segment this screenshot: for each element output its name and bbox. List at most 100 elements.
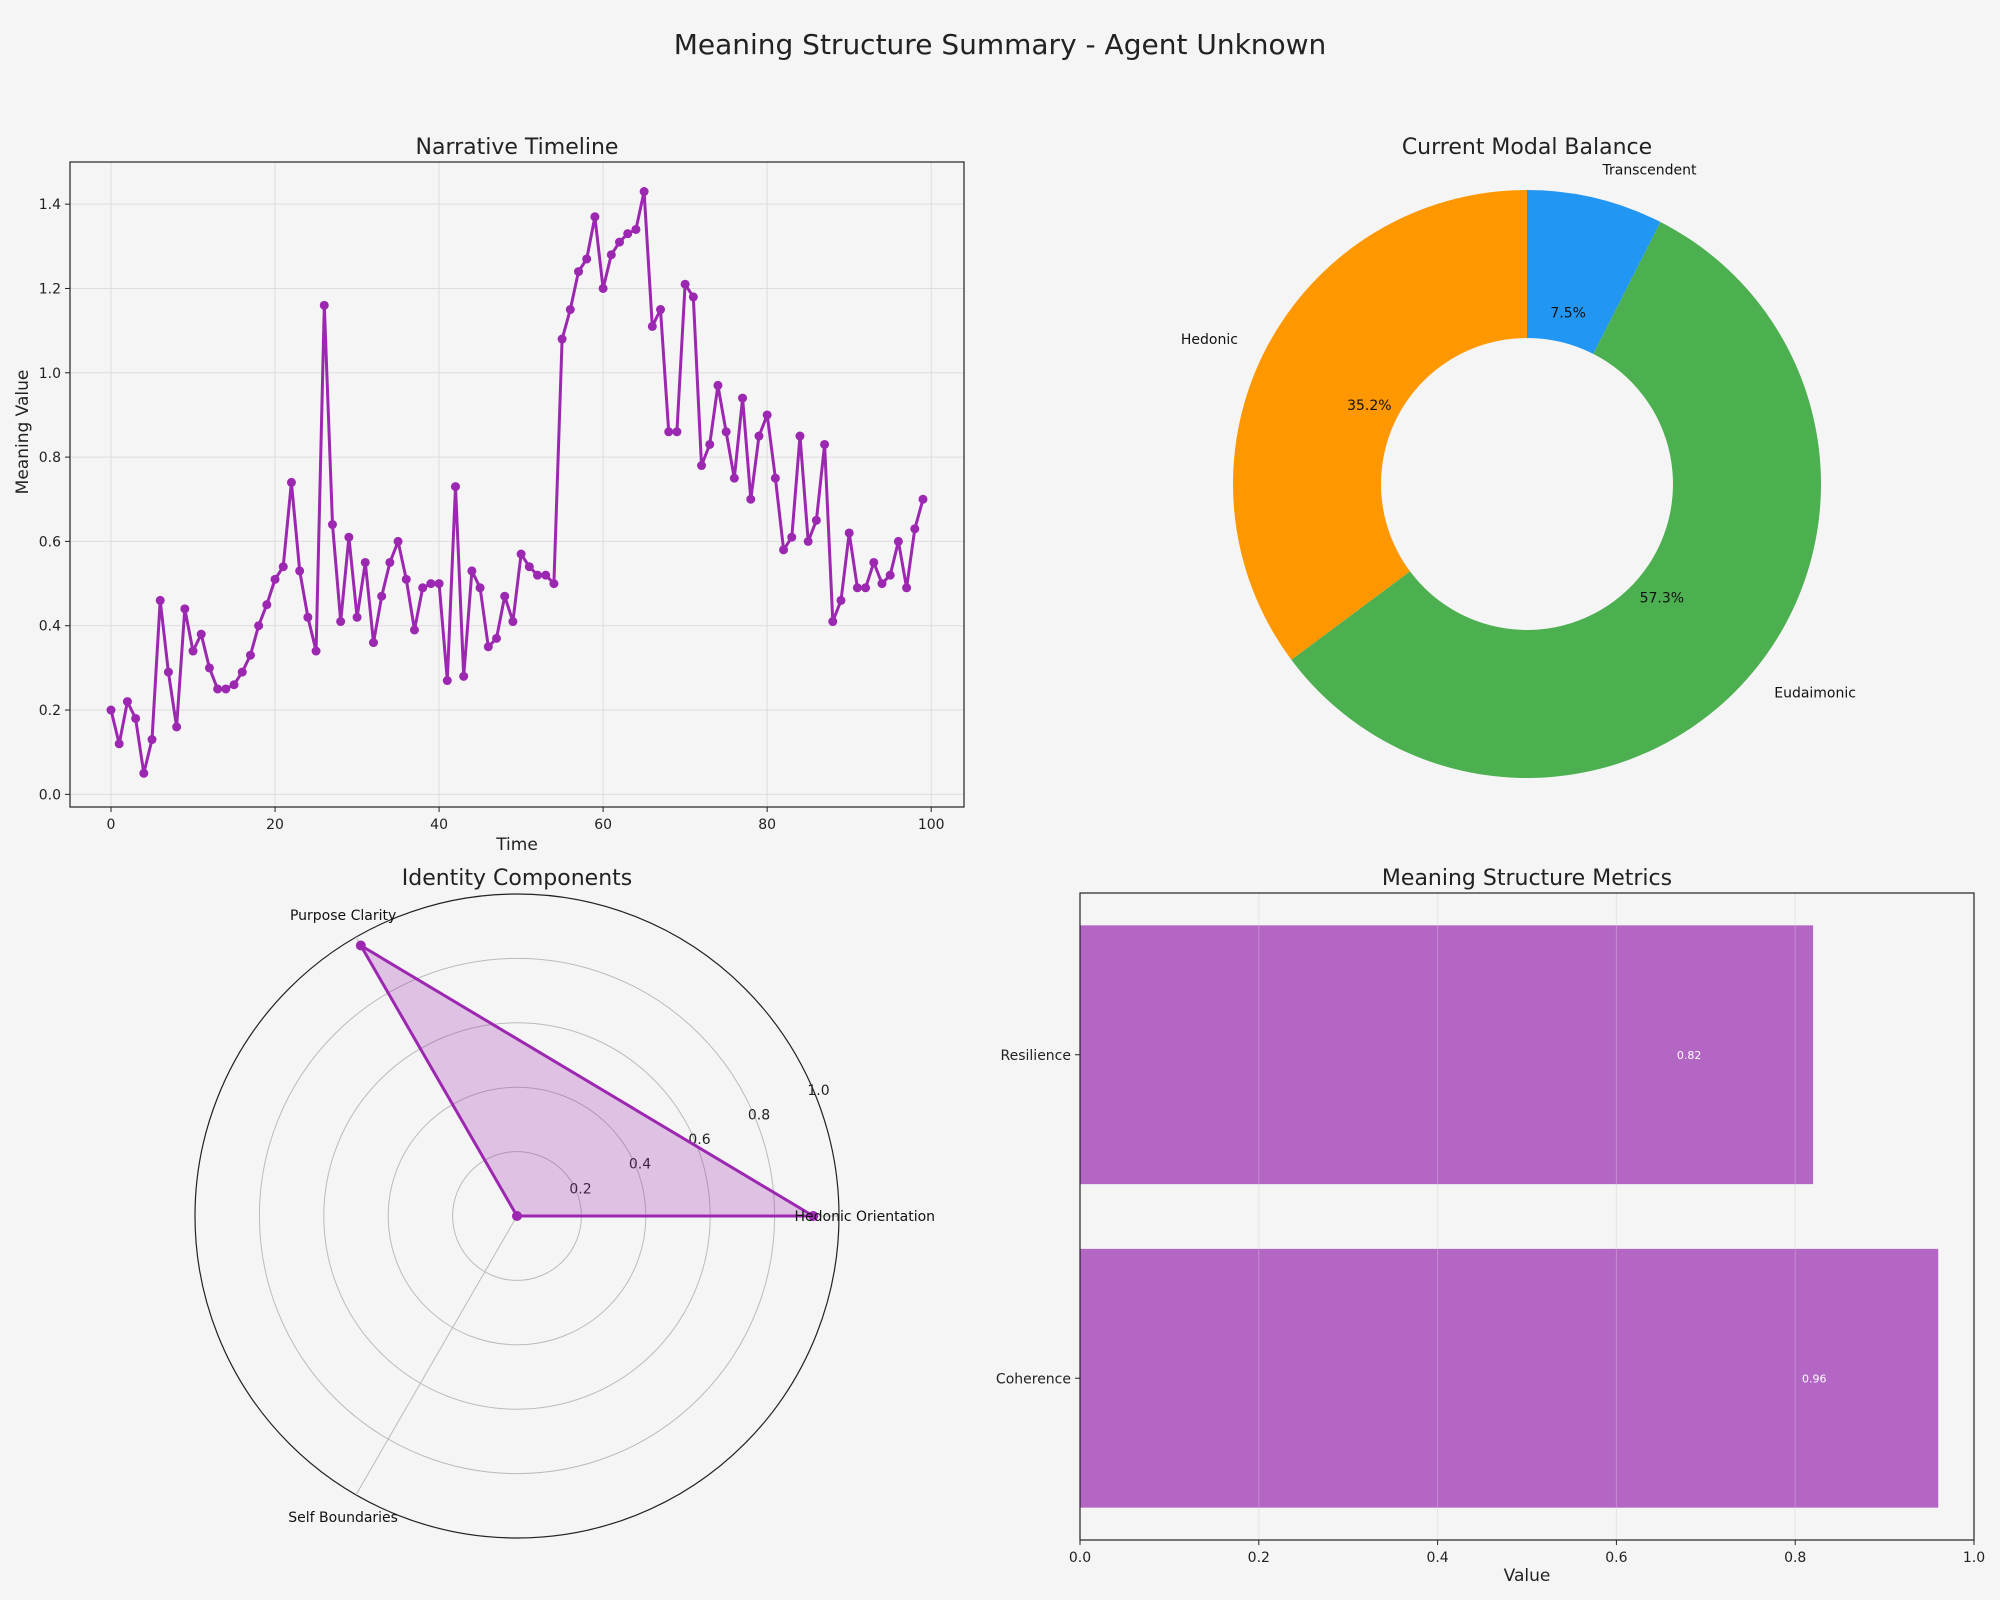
- timeline-point: [254, 621, 264, 631]
- metrics-x-tick-label: 0.0: [1069, 1550, 1091, 1566]
- timeline-point: [491, 633, 501, 643]
- timeline-point: [557, 334, 567, 344]
- radar-r-tick-label: 1.0: [807, 1083, 829, 1099]
- radar-axis-label: Purpose Clarity: [290, 908, 396, 924]
- timeline-point: [180, 604, 190, 614]
- timeline-point: [278, 562, 288, 572]
- timeline-point: [828, 617, 838, 627]
- timeline-point: [516, 549, 526, 559]
- timeline-point: [836, 595, 846, 605]
- timeline-point: [705, 439, 715, 449]
- modal-title: Current Modal Balance: [1402, 135, 1652, 160]
- timeline-point: [688, 292, 698, 302]
- timeline-point: [475, 583, 485, 593]
- timeline-point: [172, 722, 182, 732]
- radar-spoke: [355, 1215, 518, 1496]
- timeline-point: [434, 579, 444, 589]
- timeline-point: [327, 520, 337, 530]
- timeline-point: [795, 431, 805, 441]
- timeline-point: [639, 187, 649, 197]
- timeline-point: [918, 494, 928, 504]
- radar-r-tick-label: 0.4: [629, 1157, 651, 1173]
- timeline-panel: Narrative Timeline Time Meaning Value 0 2…: [13, 135, 965, 855]
- timeline-point: [582, 254, 592, 264]
- timeline-point: [746, 494, 756, 504]
- metrics-x-tick-label: 0.2: [1248, 1550, 1270, 1566]
- timeline-point: [631, 224, 641, 234]
- metrics-bar-coherence: [1080, 1248, 1939, 1508]
- timeline-point: [196, 629, 206, 639]
- timeline-point: [541, 570, 551, 580]
- radar-point: [808, 1211, 819, 1221]
- radar-point: [355, 940, 366, 951]
- timeline-point: [869, 557, 879, 567]
- timeline-point: [483, 642, 493, 652]
- timeline-point: [401, 574, 411, 584]
- timeline-point: [787, 532, 797, 542]
- radar-r-tick-label: 0.8: [748, 1107, 770, 1123]
- timeline-point: [893, 536, 903, 546]
- timeline-point: [393, 536, 403, 546]
- radar-area: [359, 944, 815, 1218]
- timeline-point: [303, 612, 313, 622]
- timeline-point: [262, 600, 272, 610]
- metrics-axes-frame: [1079, 892, 1975, 1541]
- timeline-point: [344, 532, 354, 542]
- timeline-x-tick-label: 60: [594, 817, 612, 833]
- timeline-point: [565, 305, 575, 315]
- timeline-point: [738, 393, 748, 403]
- timeline-point: [409, 625, 419, 635]
- pie-slice-hedonic: [1233, 189, 1527, 660]
- metrics-bar-value-label: 0.82: [1677, 1049, 1702, 1062]
- metrics-x-tick-label: 0.8: [1784, 1550, 1806, 1566]
- timeline-y-tick-label: 0.6: [39, 534, 61, 550]
- timeline-point: [155, 595, 165, 605]
- timeline-point: [508, 617, 518, 627]
- timeline-point: [606, 250, 616, 260]
- timeline-point: [221, 684, 231, 694]
- radar-axis-label: Hedonic Orientation: [794, 1209, 935, 1225]
- timeline-y-tick-label: 0.4: [39, 619, 61, 635]
- timeline-point: [131, 713, 141, 723]
- timeline-point: [442, 676, 452, 686]
- pie-label: Eudaimonic: [1774, 685, 1856, 701]
- timeline-point: [163, 667, 173, 677]
- timeline-point: [820, 439, 830, 449]
- timeline-x-tick-label: 40: [430, 817, 448, 833]
- timeline-point: [885, 570, 895, 580]
- timeline-point: [336, 617, 346, 627]
- timeline-point: [533, 570, 543, 580]
- timeline-point: [237, 667, 247, 677]
- timeline-point: [656, 305, 666, 315]
- timeline-y-tick-label: 0.2: [39, 703, 61, 719]
- timeline-point: [902, 583, 912, 593]
- timeline-point: [852, 583, 862, 593]
- timeline-xlabel: Time: [495, 835, 538, 855]
- timeline-point: [729, 473, 739, 483]
- metrics-panel: Meaning Structure Metrics Value 0.96 0.82…: [996, 866, 1985, 1586]
- timeline-point: [811, 515, 821, 525]
- timeline-point: [377, 591, 387, 601]
- timeline-point: [647, 321, 657, 331]
- pie-label: Transcendent: [1601, 163, 1697, 179]
- pie-label: Hedonic: [1181, 332, 1238, 348]
- timeline-point: [114, 739, 124, 749]
- timeline-point: [319, 300, 329, 310]
- timeline-point: [418, 583, 428, 593]
- metrics-x-tick-label: 0.6: [1605, 1550, 1627, 1566]
- timeline-point: [877, 579, 887, 589]
- timeline-y-tick-label: 0.8: [39, 450, 61, 466]
- metrics-x-tick-label: 1.0: [1963, 1550, 1985, 1566]
- page-title: Meaning Structure Summary - Agent Unknow…: [674, 28, 1327, 61]
- timeline-point: [779, 545, 789, 555]
- radar-r-tick-label: 0.2: [569, 1181, 591, 1197]
- timeline-point: [754, 431, 764, 441]
- timeline-x-tick-label: 0: [107, 817, 116, 833]
- timeline-point: [762, 410, 772, 420]
- radar-point: [512, 1211, 522, 1221]
- timeline-point: [147, 735, 157, 745]
- identity-panel: Identity Components 0.20.40.60.81.0 Hedo…: [194, 866, 935, 1539]
- timeline-point: [295, 566, 305, 576]
- metrics-bar-resilience: [1080, 925, 1814, 1185]
